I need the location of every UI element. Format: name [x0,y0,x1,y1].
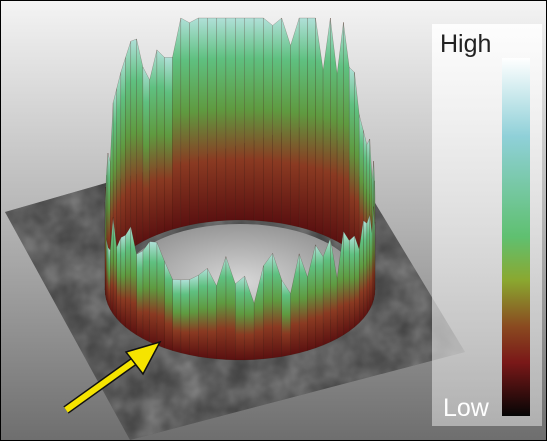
colorbar-low-label: Low [443,394,490,422]
ring-spike [323,238,330,345]
ring-spike [282,280,291,357]
ring-spike [315,245,323,348]
ring-spike [108,247,110,309]
ring-spike [263,18,272,222]
ring-spike [126,226,131,331]
surface-plot: High Low [0,0,547,441]
ring-spike [189,18,198,225]
ring-spike [282,18,291,225]
ring-spike [370,215,372,310]
ring-spike [198,268,207,358]
colorbar [502,58,530,416]
ring-spike [367,215,370,314]
ring-spike [157,50,165,235]
ring-spike [263,253,272,359]
ring-spike [245,18,254,220]
ring-spike [235,276,244,360]
ring-spike [189,275,198,356]
ring-spike [137,251,143,339]
ring-spike [181,18,190,227]
ring-spike [207,18,216,222]
ring-spike [126,41,131,253]
ring-spike [121,235,126,327]
ring-spike [131,39,137,249]
ring-spike [117,238,121,323]
ring-spike [299,18,307,229]
ring-spike [343,231,349,335]
ring-spike [137,39,143,245]
ring-spike [354,236,359,327]
ring-spike [363,221,367,319]
ring-spike [349,67,354,253]
ring-spike [226,18,235,220]
ring-spike [150,50,157,238]
ring-spike [181,280,190,355]
ring-spike [217,18,226,221]
ring-spike [121,57,126,257]
colorbar-high-label: High [440,30,491,58]
ring-spike [198,18,207,223]
ring-spike [143,242,150,342]
ring-spike [349,236,354,331]
ring-spike [143,67,150,241]
ring-spike [308,18,316,232]
ring-spike [173,279,181,353]
ring-spike [117,72,121,261]
ring-spike [235,18,244,220]
ring-spike [273,18,282,223]
ring-spike [157,242,165,348]
ring-spike [150,242,157,346]
ring-spike [165,57,173,232]
ring-spike [291,18,300,227]
ring-spike [254,18,263,221]
